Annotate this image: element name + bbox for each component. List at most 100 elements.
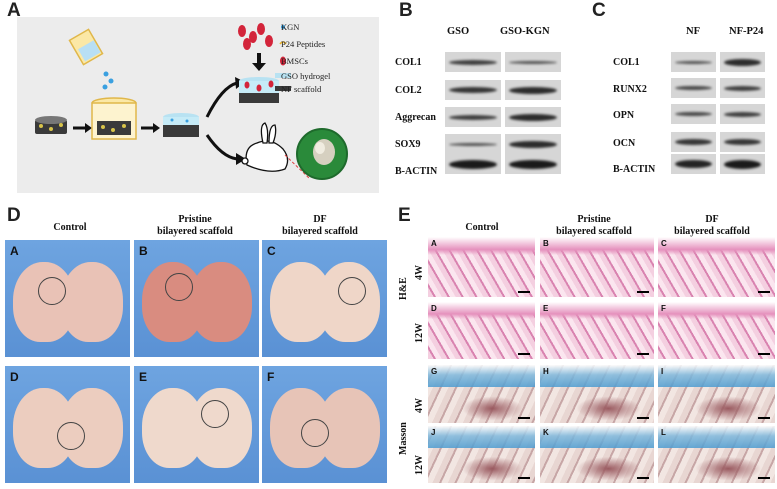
fabrication-schematic bbox=[35, 23, 348, 180]
scale-bar bbox=[518, 476, 530, 479]
panel-d-col-1: Control bbox=[53, 222, 87, 233]
masson-section: H bbox=[540, 365, 654, 423]
protein-band bbox=[509, 140, 557, 148]
blot-strip bbox=[505, 154, 561, 174]
tile-letter: K bbox=[543, 428, 549, 437]
collagen-layer bbox=[658, 426, 775, 448]
tile-letter: F bbox=[267, 370, 275, 384]
he-section: B bbox=[540, 237, 654, 297]
blot-strip bbox=[445, 80, 501, 100]
protein-band bbox=[449, 59, 497, 65]
bmsc-legend-icon bbox=[280, 56, 286, 66]
scale-bar bbox=[637, 290, 649, 293]
panel-d-letter: D bbox=[7, 205, 21, 226]
protein-band bbox=[724, 159, 761, 169]
panel-c-col-1: NF bbox=[686, 26, 700, 37]
tile-letter: D bbox=[431, 304, 437, 313]
panel-c-row-5: B-ACTIN bbox=[613, 164, 656, 175]
protein-band bbox=[509, 86, 557, 94]
blot-strip bbox=[671, 78, 716, 98]
tile-letter: G bbox=[431, 367, 438, 376]
blot-strip bbox=[445, 107, 501, 127]
blot-strip bbox=[505, 107, 561, 127]
container-icon bbox=[91, 97, 137, 140]
timepoint-label-4: 12W bbox=[414, 455, 425, 475]
panel-d-col-2: Pristine bilayered scaffold bbox=[157, 214, 233, 237]
masson-section: K bbox=[540, 426, 654, 483]
rabbit-icon bbox=[241, 122, 289, 172]
blot-strip bbox=[671, 154, 716, 174]
protein-band bbox=[509, 113, 557, 121]
gel-scaffold-icon bbox=[163, 113, 199, 137]
scale-bar bbox=[758, 476, 770, 479]
panel-e-col-1: Control bbox=[465, 222, 499, 233]
protein-band bbox=[675, 112, 712, 116]
defect-circle bbox=[57, 422, 85, 450]
panel-d-col-3: DF bilayered scaffold bbox=[282, 214, 358, 237]
blot-strip bbox=[720, 104, 765, 124]
defect-circle bbox=[38, 277, 66, 305]
tile-letter: C bbox=[661, 239, 667, 248]
protein-band bbox=[509, 60, 557, 64]
gso-legend-icon bbox=[275, 73, 291, 78]
condyle-photo: C bbox=[262, 240, 387, 357]
he-section: C bbox=[658, 237, 775, 297]
tile-letter: B bbox=[139, 244, 148, 258]
legend-bmscs: BMSCs bbox=[281, 56, 308, 66]
tile-letter: B bbox=[543, 239, 549, 248]
collagen-layer bbox=[658, 365, 775, 388]
p24-legend-icon bbox=[279, 41, 287, 45]
nf-scaffold-icon bbox=[35, 116, 67, 134]
panel-c-row-4: OCN bbox=[613, 138, 636, 149]
blot-strip bbox=[505, 80, 561, 100]
tile-letter: A bbox=[10, 244, 19, 258]
protein-band bbox=[449, 142, 497, 146]
collagen-layer bbox=[540, 426, 654, 448]
tile-letter: J bbox=[431, 428, 436, 437]
masson-section: G bbox=[428, 365, 535, 423]
panel-e-col-2: Pristine bilayered scaffold bbox=[556, 214, 632, 237]
panel-b-letter: B bbox=[399, 0, 413, 21]
bmsc-cells-icon bbox=[238, 23, 273, 50]
condyle-photo: D bbox=[5, 366, 130, 483]
condyle-photo: E bbox=[134, 366, 259, 483]
surface-layer bbox=[428, 237, 535, 255]
tile-letter: I bbox=[661, 367, 664, 376]
stain-he-label: H&E bbox=[398, 277, 409, 300]
panel-b-row-1: COL1 bbox=[395, 57, 422, 68]
collagen-layer bbox=[540, 365, 654, 388]
construct-icon bbox=[239, 77, 279, 103]
panel-b-row-5: B-ACTIN bbox=[395, 166, 438, 177]
he-section: A bbox=[428, 237, 535, 297]
legend-gso: GSO hydrogel bbox=[281, 71, 331, 81]
beaker-icon bbox=[68, 28, 114, 90]
defect-circle bbox=[301, 419, 329, 447]
tile-letter: H bbox=[543, 367, 549, 376]
collagen-layer bbox=[428, 426, 535, 448]
legend-p24: P24 Peptides bbox=[281, 39, 326, 49]
nf-legend-icon bbox=[275, 86, 291, 91]
condyle-photo: F bbox=[262, 366, 387, 483]
masson-section: I bbox=[658, 365, 775, 423]
surface-layer bbox=[540, 237, 654, 255]
protein-band bbox=[724, 111, 761, 117]
panel-b-row-3: Aggrecan bbox=[395, 112, 436, 123]
blot-strip bbox=[671, 52, 716, 72]
blot-strip bbox=[720, 132, 765, 152]
condyle-photo: B bbox=[134, 240, 259, 357]
panel-b-col-1: GSO bbox=[447, 26, 470, 37]
surface-layer bbox=[428, 302, 535, 320]
he-section: D bbox=[428, 302, 535, 359]
tile-letter: F bbox=[661, 304, 666, 313]
scale-bar bbox=[758, 416, 770, 419]
scale-bar bbox=[758, 352, 770, 355]
panel-b-row-4: SOX9 bbox=[395, 139, 421, 150]
defect-circle bbox=[201, 400, 229, 428]
tile-letter: E bbox=[139, 370, 148, 384]
scale-bar bbox=[758, 290, 770, 293]
scale-bar bbox=[518, 290, 530, 293]
masson-section: J bbox=[428, 426, 535, 483]
protein-band bbox=[724, 85, 761, 91]
protein-band bbox=[449, 87, 497, 93]
protein-band bbox=[675, 60, 712, 64]
